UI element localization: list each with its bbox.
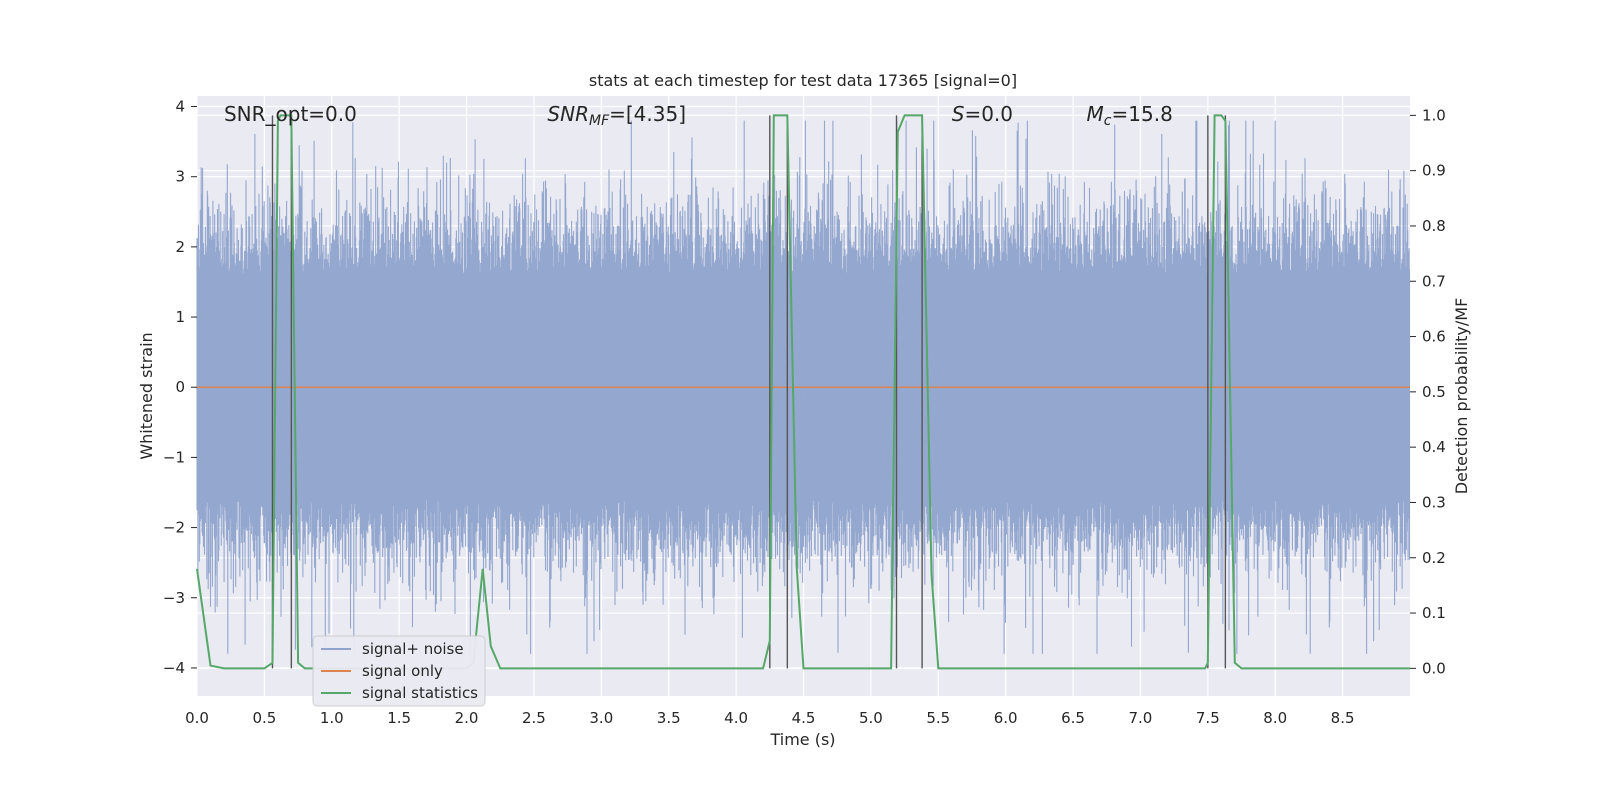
annotation-2: S=0.0 — [952, 102, 1013, 126]
x-tick-label: 6.5 — [1061, 709, 1085, 727]
annotation-base: SNR — [547, 102, 589, 126]
y-axis-label-right: Detection probability/MF — [1452, 298, 1471, 495]
y-tick-label-right: 0.6 — [1422, 328, 1446, 346]
x-tick-label: 8.0 — [1263, 709, 1287, 727]
x-tick-label: 2.0 — [455, 709, 479, 727]
annotation-base: S — [952, 102, 965, 126]
y-tick-label-left: −4 — [163, 659, 185, 677]
legend-entry: signal statistics — [362, 684, 478, 702]
x-tick-label: 5.5 — [926, 709, 950, 727]
annotation-1: SNRMF=[4.35] — [547, 102, 686, 129]
annotation-sub: c — [1104, 113, 1112, 129]
y-tick-label-right: 0.7 — [1422, 272, 1446, 290]
y-tick-label-right: 0.9 — [1422, 162, 1446, 180]
annotation-rest: =[4.35] — [609, 102, 686, 126]
legend-entry: signal+ noise — [362, 640, 464, 658]
annotation-3: Mc=15.8 — [1087, 102, 1173, 129]
x-tick-label: 0.0 — [185, 709, 209, 727]
y-tick-label-left: −3 — [163, 589, 185, 607]
y-tick-label-right: 0.1 — [1422, 604, 1446, 622]
y-tick-label-left: −2 — [163, 519, 185, 537]
y-tick-label-left: 4 — [175, 98, 185, 116]
x-tick-label: 8.5 — [1331, 709, 1355, 727]
y-axis-label-left: Whitened strain — [137, 332, 156, 459]
x-axis-label: Time (s) — [769, 730, 835, 749]
overlay-series — [196, 114, 1410, 670]
x-tick-label: 2.5 — [522, 709, 546, 727]
annotation-rest: =15.8 — [1112, 102, 1173, 126]
x-tick-label: 1.0 — [320, 709, 344, 727]
y-tick-label-right: 0.3 — [1422, 493, 1446, 511]
y-axis-right: 1.0 0.9 0.8 0.7 0.6 0.5 0.4 0.3 0.2 0.1 0.0 — [1410, 106, 1446, 677]
legend-entry: signal only — [362, 662, 443, 680]
y-tick-label-left: −1 — [163, 448, 185, 466]
y-tick-label-left: 0 — [175, 378, 185, 396]
x-tick-label: 6.0 — [994, 709, 1018, 727]
annotation-sub: MF — [589, 113, 610, 129]
x-tick-label: 0.5 — [252, 709, 276, 727]
y-tick-label-left: 2 — [175, 238, 185, 256]
x-tick-label: 4.5 — [792, 709, 816, 727]
y-axis-left: 4 3 2 1 0 −1 −2 −3 −4 — [163, 98, 197, 677]
annotations: SNR_opt=0.0 SNRMF=[4.35] S=0.0 Mc=15.8 — [224, 102, 1173, 129]
x-tick-label: 5.0 — [859, 709, 883, 727]
x-tick-label: 3.5 — [657, 709, 681, 727]
y-tick-label-right: 0.8 — [1422, 217, 1446, 235]
x-tick-label: 7.0 — [1129, 709, 1153, 727]
x-tick-label: 3.0 — [589, 709, 613, 727]
y-tick-label-right: 0.0 — [1422, 659, 1446, 677]
legend: signal+ noise signal only signal statistic… — [312, 635, 486, 707]
chart-title: stats at each timestep for test data 173… — [589, 71, 1017, 90]
y-tick-label-left: 1 — [175, 308, 185, 326]
annotation-base: M — [1087, 102, 1104, 126]
signal-statistics-line — [196, 114, 1410, 670]
annotation-0: SNR_opt=0.0 — [224, 102, 357, 126]
x-tick-label: 1.5 — [387, 709, 411, 727]
x-axis: 0.0 0.5 1.0 1.5 2.0 2.5 3.0 3.5 4.0 4.5 5.0 5.5 6.0 6… — [185, 709, 1354, 727]
y-tick-label-right: 0.2 — [1422, 549, 1446, 567]
annotation-rest: =0.0 — [964, 102, 1013, 126]
x-tick-label: 4.0 — [724, 709, 748, 727]
y-tick-label-right: 1.0 — [1422, 106, 1446, 124]
x-tick-label: 7.5 — [1196, 709, 1220, 727]
y-tick-label-left: 3 — [175, 168, 185, 186]
y-tick-label-right: 0.5 — [1422, 383, 1446, 401]
y-tick-label-right: 0.4 — [1422, 438, 1446, 456]
legend-box — [312, 635, 486, 707]
